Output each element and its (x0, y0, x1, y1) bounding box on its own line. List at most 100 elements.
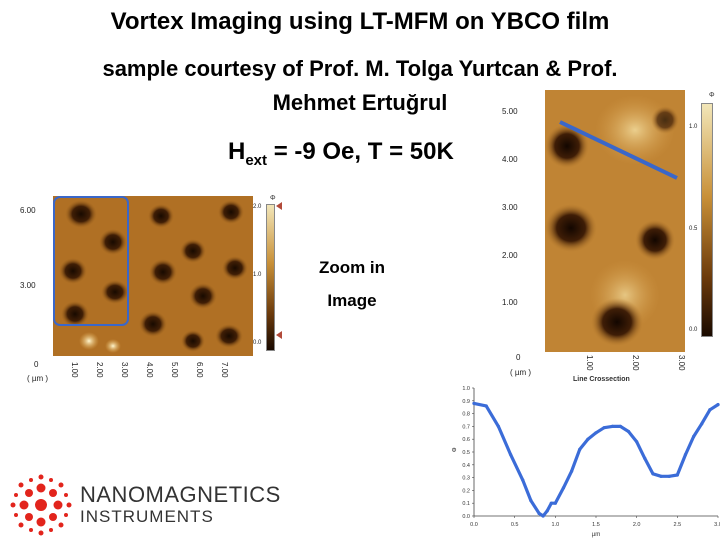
chart-x-tick-label: 1.0 (552, 522, 560, 528)
left-x-tick: 7.00 (220, 362, 229, 378)
chart-y-axis-label: Φ (452, 448, 457, 454)
crossection-line (559, 120, 678, 180)
left-cbar-marker-top (276, 202, 282, 210)
chart-data-point (561, 486, 566, 490)
left-cbar-tick: 2.0 (253, 204, 262, 210)
right-y-tick: 3.00 (502, 203, 518, 212)
logo-line-1: NANOMAGNETICS (80, 482, 281, 507)
nanomagnetics-logo-icon (10, 474, 72, 536)
left-cbar-tick: 1.0 (253, 272, 262, 278)
right-y-tick: 5.00 (502, 107, 518, 116)
left-colorbar (266, 204, 275, 351)
right-cbar-tick: 1.0 (689, 124, 698, 130)
left-x-tick: 1.00 (70, 362, 79, 378)
left-x-tick: 6.00 (195, 362, 204, 378)
chart-data-point (594, 431, 598, 435)
chart-data-point (496, 424, 500, 428)
chart-y-tick-label: 0.1 (462, 501, 470, 507)
chart-y-tick-label: 0.2 (462, 488, 470, 494)
left-y-tick: 3.00 (20, 281, 36, 290)
chart-data-point (578, 447, 582, 452)
chart-data-point (610, 424, 614, 428)
chart-data-point (667, 474, 671, 478)
left-y-tick: 6.00 (20, 206, 36, 215)
right-y-tick: 0 (516, 353, 521, 362)
left-x-tick: 3.00 (120, 362, 129, 378)
chart-data-point (659, 474, 663, 478)
chart-data-point (586, 437, 590, 441)
left-x-tick: 5.00 (170, 362, 179, 378)
chart-x-tick-label: 0.0 (470, 522, 478, 528)
field-temperature-heading: Hext = -9 Oe, T = 50K (228, 138, 454, 169)
chart-data-point (472, 401, 476, 405)
chart-y-tick-label: 0.8 (462, 412, 470, 418)
right-x-tick: 1.00 (585, 355, 594, 371)
chart-data-point (529, 499, 533, 503)
right-y-tick: 1.00 (502, 298, 518, 307)
right-x-tick: 2.00 (631, 355, 640, 371)
chart-x-tick-label: 2.0 (633, 522, 641, 528)
zoom-image-label: Image (327, 291, 377, 310)
chart-data-point (553, 501, 557, 505)
chart-data-point (537, 511, 541, 516)
chart-y-tick-label: 0.7 (462, 424, 470, 430)
left-x-tick: 4.00 (145, 362, 154, 378)
chart-data-point (626, 429, 631, 434)
left-cbar-marker-bottom (276, 331, 282, 339)
chart-data-point (692, 435, 696, 439)
chart-y-tick-label: 0.6 (462, 437, 470, 443)
chart-x-tick-label: 3.0 (714, 522, 720, 528)
chart-data-point (643, 456, 647, 460)
left-mfm-svg (53, 196, 253, 356)
chart-y-tick-label: 0.5 (462, 450, 470, 456)
chart-data-point (521, 478, 525, 482)
right-mfm-image (545, 90, 685, 352)
right-colorbar-unit: Φ (709, 92, 715, 99)
chart-data-point (509, 452, 513, 457)
right-colorbar (701, 103, 713, 337)
chart-x-tick-label: 2.5 (674, 522, 682, 528)
chart-data-point (545, 509, 549, 513)
left-colorbar-unit: Φ (270, 195, 276, 202)
right-y-tick: 4.00 (502, 155, 518, 164)
hext-h: H (228, 138, 246, 165)
chart-y-tick-label: 0.0 (462, 514, 470, 520)
left-x-tick: 2.00 (95, 362, 104, 378)
chart-y-tick-label: 0.9 (462, 399, 470, 405)
title-line-2: sample courtesy of Prof. M. Tolga Yurtca… (102, 56, 618, 81)
chart-data-point (700, 422, 704, 426)
title-line-3: Mehmet Ertuğrul (272, 90, 448, 115)
title-line-1: Vortex Imaging using LT-MFM on YBCO film (110, 8, 610, 35)
line-crossection-chart: 0.0 0.1 0.2 0.3 0.4 0.5 0.6 0.7 0.8 0.9 1.0 0.0 0.5 1… (452, 386, 720, 538)
chart-data-point (635, 440, 639, 444)
chart-data-point (618, 424, 622, 428)
right-cbar-tick: 0.0 (689, 327, 698, 333)
chart-data-point (683, 452, 688, 457)
chart-data-point (484, 404, 488, 408)
right-x-unit: ( µm ) (510, 368, 532, 377)
chart-data-point (602, 426, 606, 430)
chart-x-tick-label: 1.5 (592, 522, 600, 528)
chart-x-axis-label: µm (592, 532, 600, 538)
chart-data-point (541, 514, 545, 518)
left-mfm-image (53, 196, 253, 356)
chart-series-line (472, 401, 720, 518)
chart-data-point (651, 472, 655, 476)
chart-data-point (675, 473, 679, 477)
hext-sub: ext (245, 151, 268, 169)
left-y-tick: 0 (34, 360, 39, 369)
hext-rest: = -9 Oe, T = 50K (267, 138, 454, 165)
right-mfm-svg (545, 90, 685, 352)
zoom-in-label: Zoom in (318, 258, 386, 277)
chart-data-point (570, 469, 574, 473)
chart-y-tick-label: 0.3 (462, 476, 470, 482)
chart-x-tick-label: 0.5 (511, 522, 519, 528)
left-x-unit: ( µm ) (27, 374, 49, 383)
zoom-region-rectangle (53, 196, 129, 326)
right-cbar-tick: 0.5 (689, 226, 698, 232)
logo-line-2: INSTRUMENTS (80, 507, 214, 526)
chart-data-point (716, 403, 720, 407)
right-y-tick: 2.00 (502, 251, 518, 260)
left-cbar-tick: 0.0 (253, 340, 262, 346)
chart-y-tick-label: 1.0 (462, 386, 470, 392)
